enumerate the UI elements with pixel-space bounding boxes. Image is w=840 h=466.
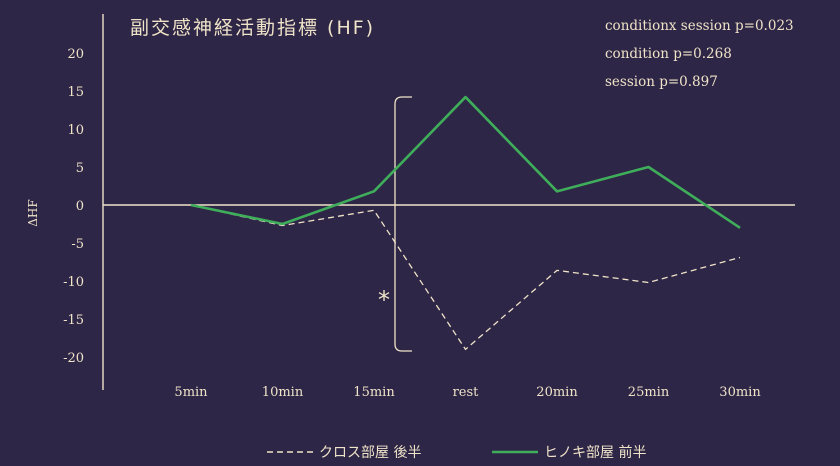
y-tick-label: -15 xyxy=(63,313,84,328)
series-lines xyxy=(190,95,741,351)
y-axis-label: ΔHF xyxy=(26,199,40,226)
x-tick-label: 15min xyxy=(353,385,395,400)
x-tick-label: 25min xyxy=(628,385,670,400)
bracket-line xyxy=(394,96,412,352)
y-tick-labels: 20 15 10 5 0 -5 -10 -15 -20 xyxy=(63,47,84,366)
y-tick-label: 0 xyxy=(76,199,84,214)
chart-title: 副交感神経活動指標 (HF) xyxy=(130,17,375,39)
series-line-1 xyxy=(190,204,741,351)
axes xyxy=(102,14,795,390)
significance-asterisk: * xyxy=(378,286,390,314)
stat-line: conditionx session p=0.023 xyxy=(605,18,794,34)
x-tick-label: 10min xyxy=(262,385,304,400)
y-tick-label: 15 xyxy=(67,85,84,100)
y-tick-label: -10 xyxy=(63,275,84,290)
legend-label: ヒノキ部屋 前半 xyxy=(544,444,646,461)
y-tick-label: -5 xyxy=(71,237,84,252)
stat-line: session p=0.897 xyxy=(605,74,718,90)
x-tick-label: 30min xyxy=(719,385,761,400)
y-tick-label: -20 xyxy=(63,351,84,366)
x-tick-labels: 5min 10min 15min rest 20min 25min 30min xyxy=(174,385,761,400)
legend-label: クロス部屋 後半 xyxy=(319,445,421,461)
stat-line: condition p=0.268 xyxy=(605,46,732,62)
x-tick-label: 5min xyxy=(174,385,208,400)
legend: クロス部屋 後半 ヒノキ部屋 前半 xyxy=(267,444,646,461)
y-tick-label: 5 xyxy=(76,161,84,176)
series-line-2 xyxy=(190,95,741,229)
significance-bracket xyxy=(394,96,412,352)
y-tick-label: 20 xyxy=(67,47,84,62)
x-tick-label: rest xyxy=(453,385,480,400)
stats-block: conditionx session p=0.023 condition p=0.… xyxy=(605,18,794,90)
x-tick-label: 20min xyxy=(536,385,578,400)
y-tick-label: 10 xyxy=(67,123,84,138)
